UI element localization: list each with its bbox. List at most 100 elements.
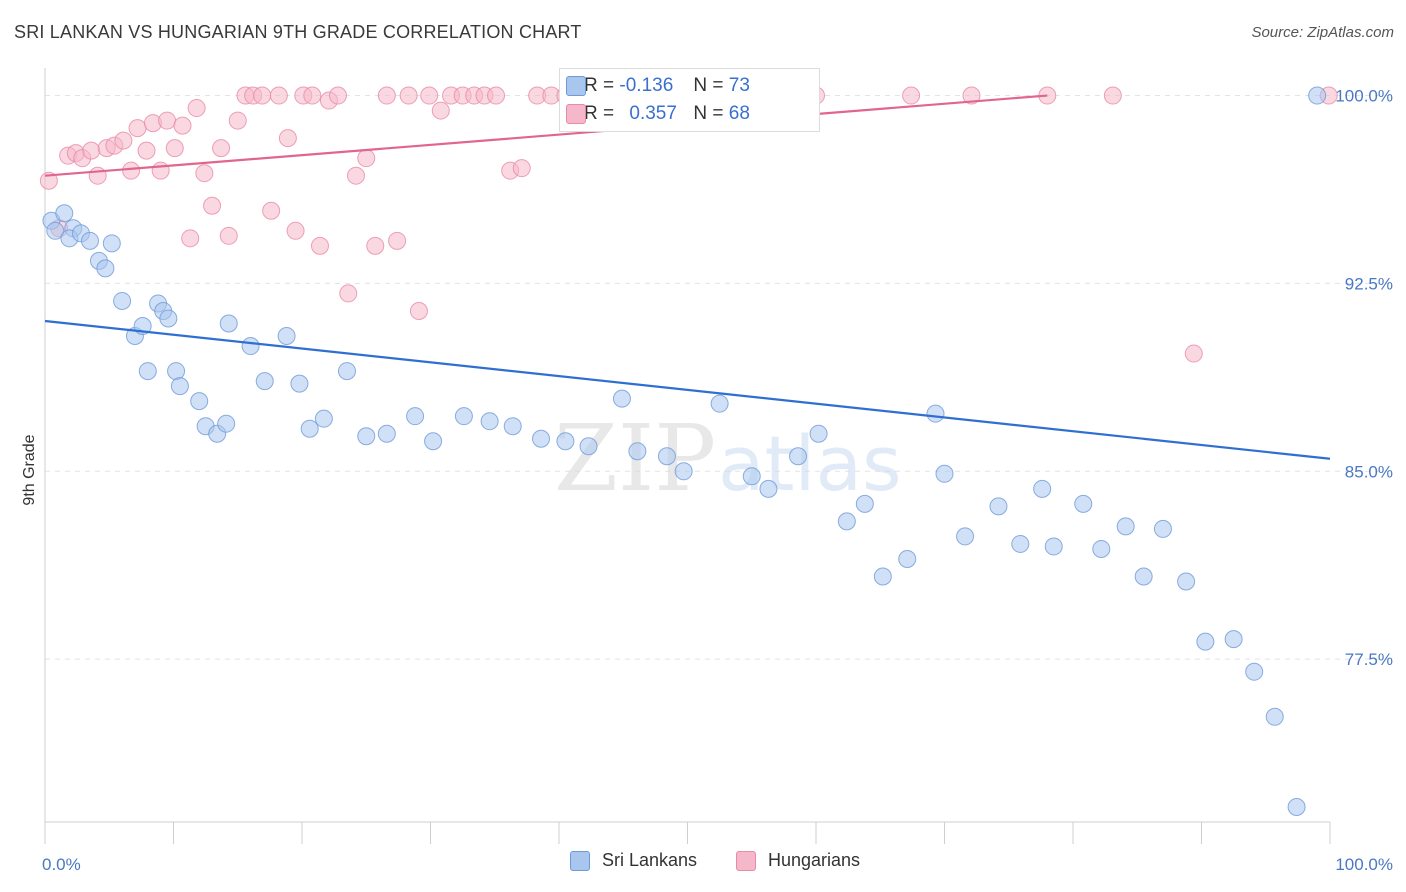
hungarians-point [114,131,133,150]
hungarians-point [377,86,396,105]
y-tick-label: 85.0% [1345,462,1393,481]
sri-lankans-point [1134,567,1153,586]
sri-lankans-point [503,417,522,436]
hungarians-point [137,141,156,160]
r-value-hungarians: 0.357 [629,103,677,124]
sri-lankans-point [80,231,99,250]
sri-lankans-point [300,419,319,438]
sri-lankans-point [219,314,238,333]
sri-lankans-point [935,464,954,483]
hungarians-point [399,86,418,105]
sri-lankans-point [190,392,209,411]
hungarians-point [88,166,107,185]
hungarians-point [253,86,272,105]
sri-lankans-point [1224,630,1243,649]
y-tick-labels: 77.5% 85.0% 92.5% 100.0% [1335,87,1393,670]
sri-lankans-point [46,221,65,240]
sri-lankans-point [357,427,376,446]
sri-lankans-point [1308,86,1327,105]
source-label: Source: ZipAtlas.com [1251,24,1394,41]
r-label: R = [584,75,615,96]
hungarians-point [187,99,206,118]
sri-lankans-point [742,467,761,486]
hungarians-point [39,171,58,190]
sri-lankans-point [1116,517,1135,536]
sri-lankans-point [579,437,598,456]
legend-swatch-sri-lankans [570,850,590,871]
hungarians-trend-line [44,94,1048,177]
sri-lankans-point [674,462,693,481]
hungarians-point [328,86,347,105]
hungarians-point [388,231,407,250]
hungarians-point [181,229,200,248]
hungarians-point [409,301,428,320]
sri-lankans-swatch [566,76,586,96]
sri-lankans-point [1074,494,1093,513]
n-label: N = [693,103,724,124]
sri-lankans-point [1177,572,1196,591]
sri-lankans-point [113,291,132,310]
sri-lankans-point [255,372,274,391]
y-tick-label: 100.0% [1335,87,1393,106]
x-tick-label: 0.0% [42,855,81,874]
hungarians-point [512,159,531,178]
sri-lankans-point [138,362,157,381]
hungarians-point [151,161,170,180]
y-tick-label: 92.5% [1345,274,1393,293]
legend-label-hungarians: Hungarians [768,850,861,870]
sri-lankans-point [314,409,333,428]
legend-item-hungarians[interactable]: Hungarians [736,850,860,871]
sri-lankans-point [898,549,917,568]
hungarians-point [357,149,376,168]
zipatlas-watermark: ZIP atlas [554,405,902,512]
sri-lankans-point [1287,797,1306,816]
sri-lankans-point [406,407,425,426]
sri-lankans-point [377,424,396,443]
sri-lankans-point [424,432,443,451]
hungarians-point [1184,344,1203,363]
sri-lankans-point [873,567,892,586]
legend-item-sri-lankans[interactable]: Sri Lankans [570,850,697,871]
sri-lankans-point [102,234,121,253]
trend-lines [44,94,1331,460]
sri-lankans-point [556,432,575,451]
hungarians-point [212,139,231,158]
sri-lankans-point [1153,519,1172,538]
stats-row-sri-lankans: R = -0.136 N = 73 [566,73,750,99]
sri-lankans-point [628,442,647,461]
sri-lankans-point [855,494,874,513]
hungarians-point [278,129,297,148]
hungarians-point [203,196,222,215]
sri-lankans-point [96,259,115,278]
hungarians-point [303,86,322,105]
sri-lankans-point [337,362,356,381]
r-label: R = [584,103,615,124]
hungarians-point [173,116,192,135]
hungarians-swatch [566,104,586,124]
sri-lankans-point [290,374,309,393]
sri-lankans-point [55,204,74,223]
y-tick-label: 77.5% [1345,650,1393,669]
sri-lankans-point [956,527,975,546]
sri-lankans-point [612,389,631,408]
sri-lankans-trend-line [44,319,1331,460]
hungarians-point [902,86,921,105]
sri-lankans-point [759,479,778,498]
n-label: N = [693,75,724,96]
sri-lankans-point [837,512,856,531]
chart-title: SRI LANKAN VS HUNGARIAN 9TH GRADE CORREL… [14,22,582,42]
sri-lankans-point [159,309,178,328]
legend-label-sri-lankans: Sri Lankans [602,850,698,870]
sri-lankans-point [170,377,189,396]
hungarians-point [366,236,385,255]
hungarians-point [228,111,247,130]
x-tick-label: 100.0% [1335,855,1393,874]
stats-legend: R = -0.136 N = 73 R = 0.357 N = 68 [559,68,820,132]
sri-lankans-point [1033,479,1052,498]
hungarians-point [122,161,141,180]
hungarians-point [219,226,238,245]
hungarians-point [431,101,450,120]
bottom-legend: Sri Lankans Hungarians [0,850,1406,878]
hungarians-point [262,201,281,220]
